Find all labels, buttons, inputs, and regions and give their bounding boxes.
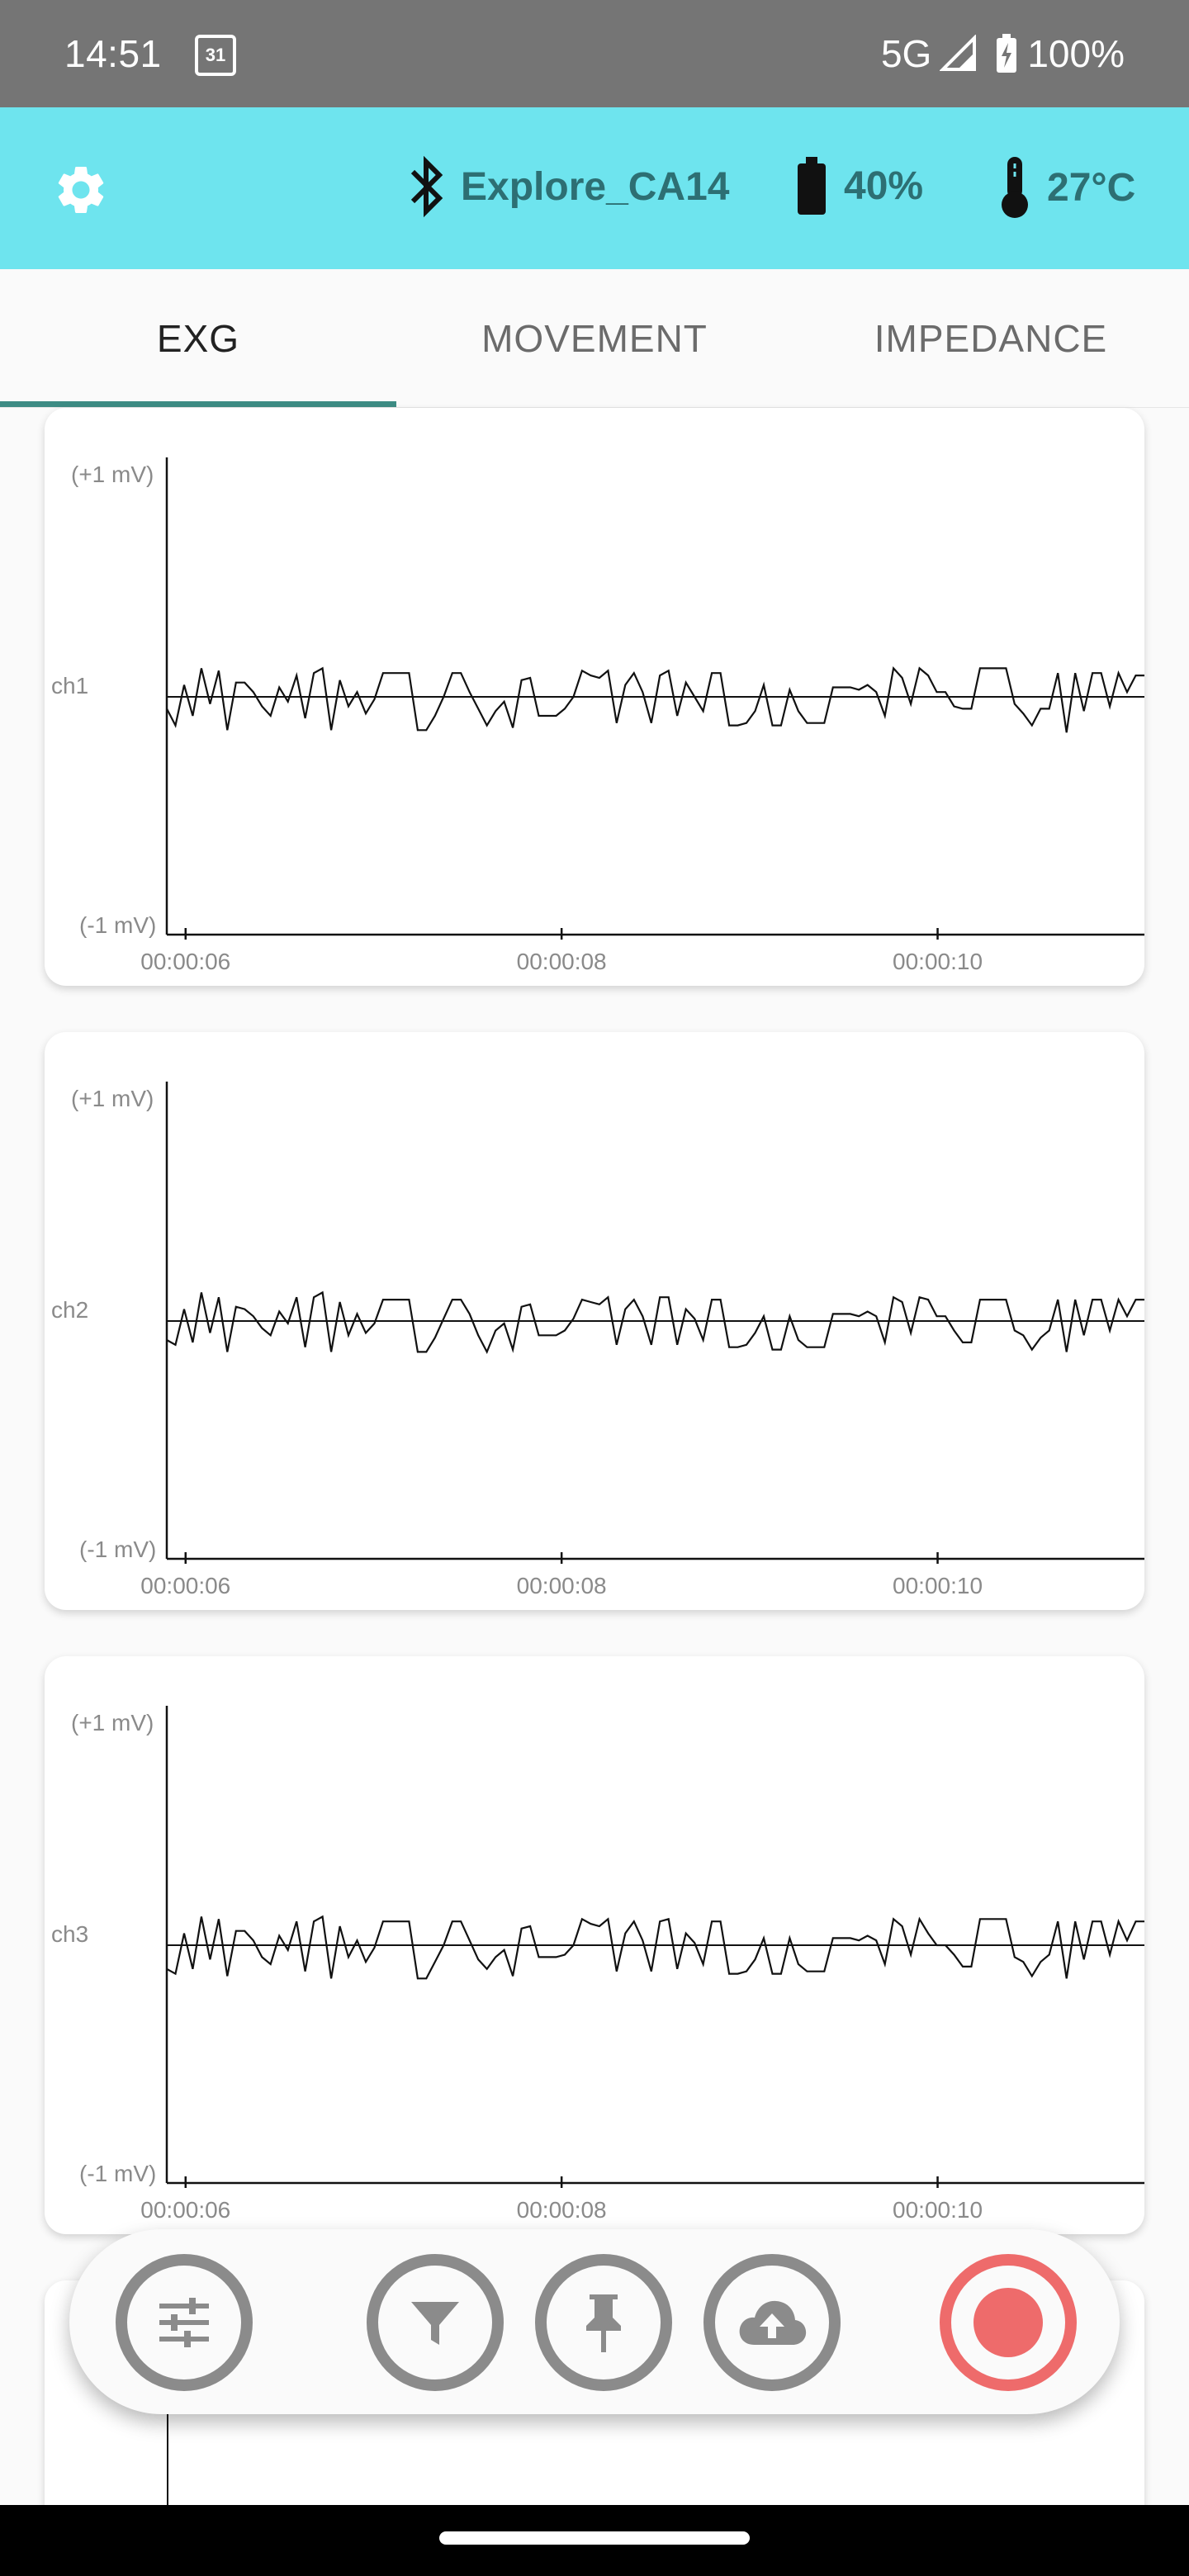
thermometer-icon: [1002, 157, 1028, 218]
tab-impedance[interactable]: IMPEDANCE: [874, 317, 1108, 360]
exg-chart-ch1: (+1 mV) ch1 (-1 mV) 00:00:06 00:00:08 00:00:1…: [51, 457, 1144, 974]
tab-divider: [0, 407, 1189, 408]
y-bottom-label: (-1 mV): [79, 912, 156, 938]
filter-icon: [411, 2302, 459, 2345]
tab-exg[interactable]: EXG: [156, 317, 240, 360]
filter-button[interactable]: [367, 2254, 504, 2391]
upload-button[interactable]: [703, 2254, 841, 2391]
calendar-icon: 31: [195, 35, 236, 76]
x-tick-label: 00:00:10: [893, 949, 983, 974]
signal-trace: [166, 1290, 1144, 1355]
cloud-upload-icon: [739, 2300, 807, 2345]
y-top-label: (+1 mV): [71, 1086, 154, 1111]
home-gesture-handle[interactable]: [439, 2531, 750, 2545]
device-name: Explore_CA14: [461, 164, 730, 209]
x-tick-label: 00:00:10: [893, 2197, 983, 2223]
sliders-icon: [159, 2298, 209, 2347]
device-connection[interactable]: Explore_CA14: [406, 155, 729, 218]
active-tab-indicator: [0, 401, 396, 407]
battery-charging-icon: [997, 34, 1017, 73]
channel-label: ch1: [51, 673, 88, 698]
channel-label: ch3: [51, 1921, 88, 1947]
chart-card-ch3: (+1 mV) ch3 (-1 mV) 00:00:06 00:00:08 00:00:1…: [45, 1656, 1144, 2234]
chart-card-ch2: (+1 mV) ch2 (-1 mV) 00:00:06 00:00:08 00:00:1…: [45, 1032, 1144, 1610]
device-temperature-label: 27°C: [1047, 165, 1136, 210]
signal-trace: [166, 1915, 1144, 1980]
x-tick-label: 00:00:10: [893, 1573, 983, 1598]
action-bar: [69, 2229, 1120, 2414]
y-bottom-label: (-1 mV): [79, 2161, 156, 2186]
x-tick-label: 00:00:06: [140, 949, 230, 974]
device-battery-label: 40%: [844, 163, 924, 208]
gear-icon: [58, 166, 104, 213]
record-icon: [973, 2288, 1043, 2357]
x-tick-label: 00:00:06: [140, 2197, 230, 2223]
x-tick-label: 00:00:08: [517, 1573, 607, 1598]
signal-icon: [940, 35, 977, 71]
exg-chart-ch3: (+1 mV) ch3 (-1 mV) 00:00:06 00:00:08 00:00:1…: [51, 1706, 1144, 2223]
tab-movement[interactable]: MOVEMENT: [481, 317, 708, 360]
status-bar: 14:51 31 5G 100%: [0, 0, 1189, 107]
x-tick-label: 00:00:06: [140, 1573, 230, 1598]
record-button[interactable]: [940, 2254, 1077, 2391]
settings-sliders-button[interactable]: [116, 2254, 253, 2391]
status-time: 14:51: [64, 32, 162, 75]
y-top-label: (+1 mV): [71, 1710, 154, 1735]
device-temperature: 27°C: [997, 155, 1135, 220]
status-indicators: 5G 100%: [881, 31, 1125, 76]
device-battery: 40%: [794, 155, 923, 216]
system-nav-bar: [0, 2505, 1189, 2576]
battery-icon: [798, 157, 826, 215]
x-tick-label: 00:00:08: [517, 2197, 607, 2223]
channel-label: ch2: [51, 1297, 88, 1323]
signal-trace: [166, 666, 1144, 733]
x-tick-label: 00:00:08: [517, 949, 607, 974]
y-top-label: (+1 mV): [71, 462, 154, 487]
battery-label: 100%: [1027, 32, 1125, 75]
bluetooth-icon: [410, 155, 443, 218]
pin-icon: [586, 2294, 621, 2352]
marker-button[interactable]: [535, 2254, 672, 2391]
network-label: 5G: [880, 32, 932, 75]
device-toolbar: Explore_CA14 40% 27°C: [0, 107, 1189, 269]
tab-bar: EXG MOVEMENT IMPEDANCE: [0, 269, 1189, 408]
chart-card-ch1: (+1 mV) ch1 (-1 mV) 00:00:06 00:00:08 00:00:1…: [45, 408, 1144, 986]
exg-chart-ch2: (+1 mV) ch2 (-1 mV) 00:00:06 00:00:08 00:00:1…: [51, 1082, 1144, 1598]
y-bottom-label: (-1 mV): [79, 1537, 156, 1562]
settings-button[interactable]: [48, 157, 114, 223]
